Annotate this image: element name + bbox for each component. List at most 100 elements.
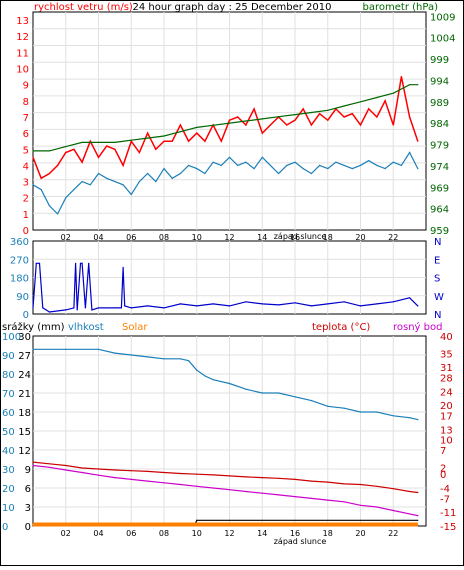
series-line-0-point — [351, 113, 353, 115]
series-line-temperature-point — [130, 470, 132, 472]
series-line-1-point — [114, 181, 116, 183]
series-line-2-point — [294, 114, 296, 116]
series-line-1-point — [130, 193, 132, 196]
series-line-0-point — [48, 172, 51, 175]
series-line-0-point — [220, 140, 222, 142]
series-line-1-point — [286, 164, 288, 166]
series-line-2-point — [245, 120, 247, 122]
series-line-0-point — [359, 124, 362, 126]
pressure-tick-label: 964 — [430, 205, 449, 216]
humidity-tick-label: 0 — [25, 522, 31, 533]
series-line-1-point — [417, 168, 419, 170]
series-line-0-point — [97, 156, 100, 158]
series-line-1-point — [122, 184, 124, 186]
series-line-2-point — [114, 141, 116, 143]
series-line-0-point — [392, 124, 394, 126]
wind-pressure-panel: rychlost vetru (m/s) 24 hour graph day :… — [16, 2, 455, 242]
temperature-tick-label: 35 — [440, 349, 453, 360]
series-line-humidity-point — [261, 392, 263, 394]
direction-line-point — [124, 305, 126, 307]
series-line-humidity-point — [188, 360, 190, 362]
temperature-label: teplota (°C) — [312, 322, 370, 333]
rain-tick-label: 80 — [2, 370, 15, 381]
rain-tick-label: 50 — [2, 427, 15, 438]
temperature-tick-label: 17 — [440, 411, 453, 422]
series-line-0-point — [286, 124, 288, 126]
wind-pressure-lines — [32, 76, 419, 215]
series-line-dewpoint-point — [147, 480, 149, 482]
rain-tick-label: 100 — [2, 332, 21, 343]
hour-tick-label: 06 — [126, 529, 136, 538]
series-line-1-point — [40, 189, 42, 191]
series-line-rain-point — [196, 519, 198, 521]
series-line-2-point — [147, 137, 149, 139]
series-line-1-point — [261, 156, 263, 158]
direction-degree-label: 0 — [23, 310, 29, 321]
series-line-1-point — [57, 213, 59, 215]
series-line-2-point — [48, 150, 51, 152]
series-line-humidity-point — [245, 388, 247, 390]
series-line-2-point — [261, 118, 263, 120]
series-line-dewpoint-point — [278, 494, 280, 496]
series-line-1-point — [392, 161, 394, 163]
hour-tick-label: 12 — [224, 233, 234, 242]
series-line-humidity-point — [392, 415, 394, 417]
series-line-dewpoint-point — [114, 477, 116, 479]
direction-line-point — [212, 303, 214, 305]
series-line-humidity-point — [196, 369, 198, 371]
compass-label: E — [434, 255, 440, 266]
series-line-1-point — [106, 177, 108, 179]
series-line-0-point — [179, 124, 181, 126]
series-line-2-point — [212, 124, 214, 126]
series-line-1-point — [179, 172, 181, 175]
series-line-temperature-point — [196, 473, 198, 475]
series-line-temperature-point — [48, 463, 51, 465]
hour-tick-label: 16 — [290, 233, 300, 242]
series-line-2-point — [359, 101, 362, 103]
series-line-0-point — [269, 124, 271, 126]
temperature-tick-label: 0 — [440, 470, 446, 481]
series-line-0-point — [319, 113, 321, 115]
direction-line-point — [417, 305, 419, 307]
series-line-0-point — [114, 148, 116, 150]
hour-tick-label: 08 — [159, 529, 169, 538]
direction-line-point — [392, 301, 394, 303]
series-line-temperature-point — [376, 485, 378, 487]
series-line-humidity-point — [376, 411, 378, 413]
series-line-dewpoint-point — [310, 497, 312, 499]
series-line-2-point — [278, 116, 280, 118]
direction-degree-label: 270 — [10, 255, 29, 266]
series-line-temperature-point — [409, 490, 411, 493]
temperature-tick-label: 31 — [440, 363, 453, 374]
series-line-dewpoint-point — [212, 487, 214, 489]
series-line-0-point — [245, 124, 247, 126]
hour-tick-label: 10 — [192, 529, 202, 538]
series-line-1-point — [155, 181, 157, 183]
series-line-0-point — [163, 140, 165, 142]
direction-line-point — [327, 303, 329, 305]
humidity-tick-label: 6 — [25, 484, 31, 495]
pressure-tick-label: 1004 — [430, 34, 455, 45]
direction-line-point — [65, 309, 67, 311]
direction-line-point — [45, 309, 47, 311]
series-line-humidity-point — [147, 356, 149, 358]
series-line-1-point — [278, 172, 280, 175]
dewpoint-label: rosný bod — [393, 321, 442, 333]
hour-tick-label: 06 — [126, 233, 136, 242]
series-line-humidity-point — [310, 400, 312, 402]
wind-tick-label: 11 — [16, 48, 29, 59]
sunset-label-1: západ slunce — [274, 232, 327, 241]
rain-tick-label: 10 — [2, 503, 15, 514]
series-line-0-point — [253, 108, 255, 110]
hour-tick-label: 18 — [323, 529, 333, 538]
series-line-0-point — [65, 151, 67, 154]
compass-label: W — [434, 292, 444, 303]
wind-tick-label: 13 — [16, 16, 29, 27]
series-line-1-point — [196, 168, 198, 170]
direction-line-point — [409, 297, 411, 299]
series-line-humidity-point — [204, 375, 206, 377]
series-line-dewpoint-point — [392, 509, 394, 512]
series-line-humidity-point — [228, 382, 231, 385]
